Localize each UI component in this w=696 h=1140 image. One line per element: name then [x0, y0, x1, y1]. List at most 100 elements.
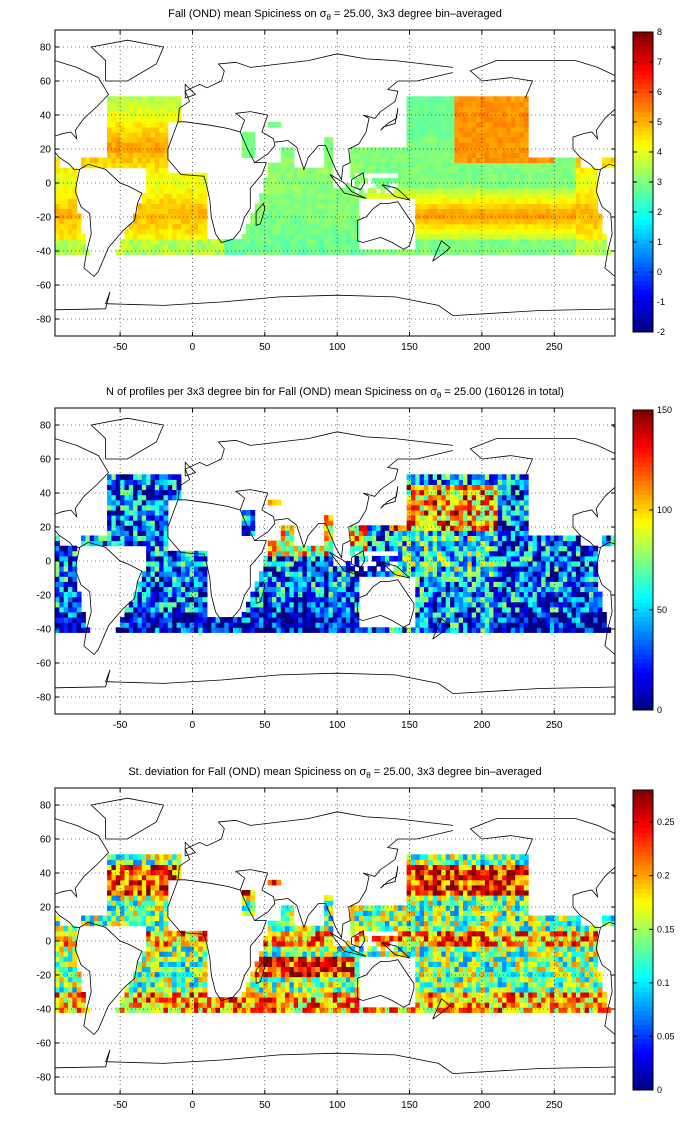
heatmap-cell — [515, 137, 520, 143]
heatmap-cell — [463, 162, 468, 169]
y-tick-label: 40 — [40, 489, 52, 500]
heatmap-cell — [159, 223, 165, 230]
heatmap-cell — [497, 101, 503, 107]
heatmap-cell — [363, 249, 369, 255]
heatmap-cell — [406, 627, 412, 633]
heatmap-cell — [293, 208, 299, 215]
heatmap-cell — [133, 137, 138, 143]
heatmap-cell — [528, 213, 534, 220]
heatmap-cell — [263, 581, 269, 587]
heatmap-cell — [510, 566, 516, 572]
heatmap-cell — [55, 193, 60, 199]
heatmap-cell — [580, 596, 586, 603]
heatmap-cell — [115, 126, 121, 133]
heatmap-cell — [63, 555, 69, 562]
heatmap-cell — [437, 172, 442, 179]
heatmap-cell — [311, 622, 316, 628]
heatmap-cell — [515, 601, 520, 608]
heatmap-cell — [128, 126, 134, 133]
heatmap-cell — [193, 576, 199, 582]
heatmap-cell — [159, 157, 165, 164]
heatmap-cell — [376, 157, 382, 164]
heatmap-cell — [393, 566, 399, 572]
heatmap-cell — [328, 177, 334, 184]
heatmap-cell — [55, 545, 60, 552]
heatmap-cell — [389, 540, 395, 547]
colorbar-segment — [633, 691, 653, 697]
heatmap-cell — [415, 126, 421, 133]
heatmap-cell — [354, 167, 360, 174]
coast-path — [274, 450, 453, 559]
heatmap-cell — [410, 152, 416, 158]
heatmap-cell — [280, 561, 286, 567]
heatmap-cell — [285, 239, 290, 245]
heatmap-cell — [506, 612, 512, 618]
heatmap-cell — [167, 228, 173, 235]
heatmap-cell — [423, 142, 429, 148]
heatmap-cell — [410, 137, 416, 143]
heatmap-cell — [575, 561, 581, 567]
heatmap-cell — [471, 203, 477, 209]
heatmap-cell — [558, 239, 564, 245]
heatmap-cell — [597, 234, 603, 240]
heatmap-cell — [580, 601, 586, 608]
heatmap-cell — [458, 606, 464, 613]
heatmap-cell — [293, 606, 299, 613]
heatmap-cell — [467, 555, 473, 562]
heatmap-cell — [267, 228, 273, 235]
heatmap-cell — [272, 234, 277, 240]
heatmap-cell — [419, 601, 425, 608]
heatmap-cell — [115, 111, 121, 118]
heatmap-cell — [528, 571, 534, 577]
heatmap-cell — [185, 193, 191, 199]
heatmap-cell — [150, 183, 156, 189]
heatmap-cell — [280, 586, 286, 593]
heatmap-cell — [306, 167, 312, 174]
heatmap-cell — [437, 239, 442, 245]
heatmap-cell — [124, 479, 130, 485]
heatmap-cell — [202, 576, 208, 582]
heatmap-cell — [72, 561, 78, 567]
heatmap-cell — [341, 627, 347, 633]
heatmap-cell — [549, 566, 555, 572]
heatmap-cell — [289, 535, 295, 542]
heatmap-cell — [341, 213, 347, 220]
coast-path — [255, 580, 266, 604]
heatmap-cell — [159, 188, 165, 194]
heatmap-cell — [493, 504, 499, 511]
heatmap-cell — [72, 167, 78, 174]
heatmap-cell — [562, 617, 568, 623]
heatmap-cell — [337, 208, 343, 215]
heatmap-cell — [445, 596, 451, 603]
heatmap-cell — [267, 622, 273, 628]
heatmap-cell — [293, 203, 299, 209]
heatmap-cell — [345, 561, 351, 567]
heatmap-cell — [272, 571, 277, 577]
heatmap-cell — [380, 566, 386, 572]
heatmap-cell — [410, 530, 416, 536]
heatmap-cell — [285, 627, 290, 633]
heatmap-cell — [267, 576, 273, 582]
heatmap-cell — [437, 116, 442, 123]
heatmap-cell — [562, 244, 568, 250]
heatmap-cell — [354, 545, 360, 552]
heatmap-cell — [454, 494, 460, 501]
heatmap-cell — [419, 606, 425, 613]
x-tick-label: -50 — [113, 720, 128, 731]
heatmap-cell — [324, 172, 329, 179]
heatmap-cell — [371, 571, 377, 577]
heatmap-cell — [63, 244, 69, 250]
y-tick-label: 60 — [40, 77, 52, 88]
heatmap-cell — [324, 198, 329, 204]
heatmap-cell — [415, 622, 421, 628]
heatmap-cell — [337, 627, 343, 633]
heatmap-cell — [263, 561, 269, 567]
heatmap-cell — [588, 591, 594, 598]
heatmap-cell — [506, 96, 512, 102]
heatmap-cell — [441, 213, 447, 220]
heatmap-cell — [454, 239, 460, 245]
heatmap-cell — [480, 213, 486, 220]
heatmap-cell — [332, 193, 338, 199]
heatmap-cell — [298, 545, 303, 552]
heatmap-cell — [302, 545, 308, 552]
